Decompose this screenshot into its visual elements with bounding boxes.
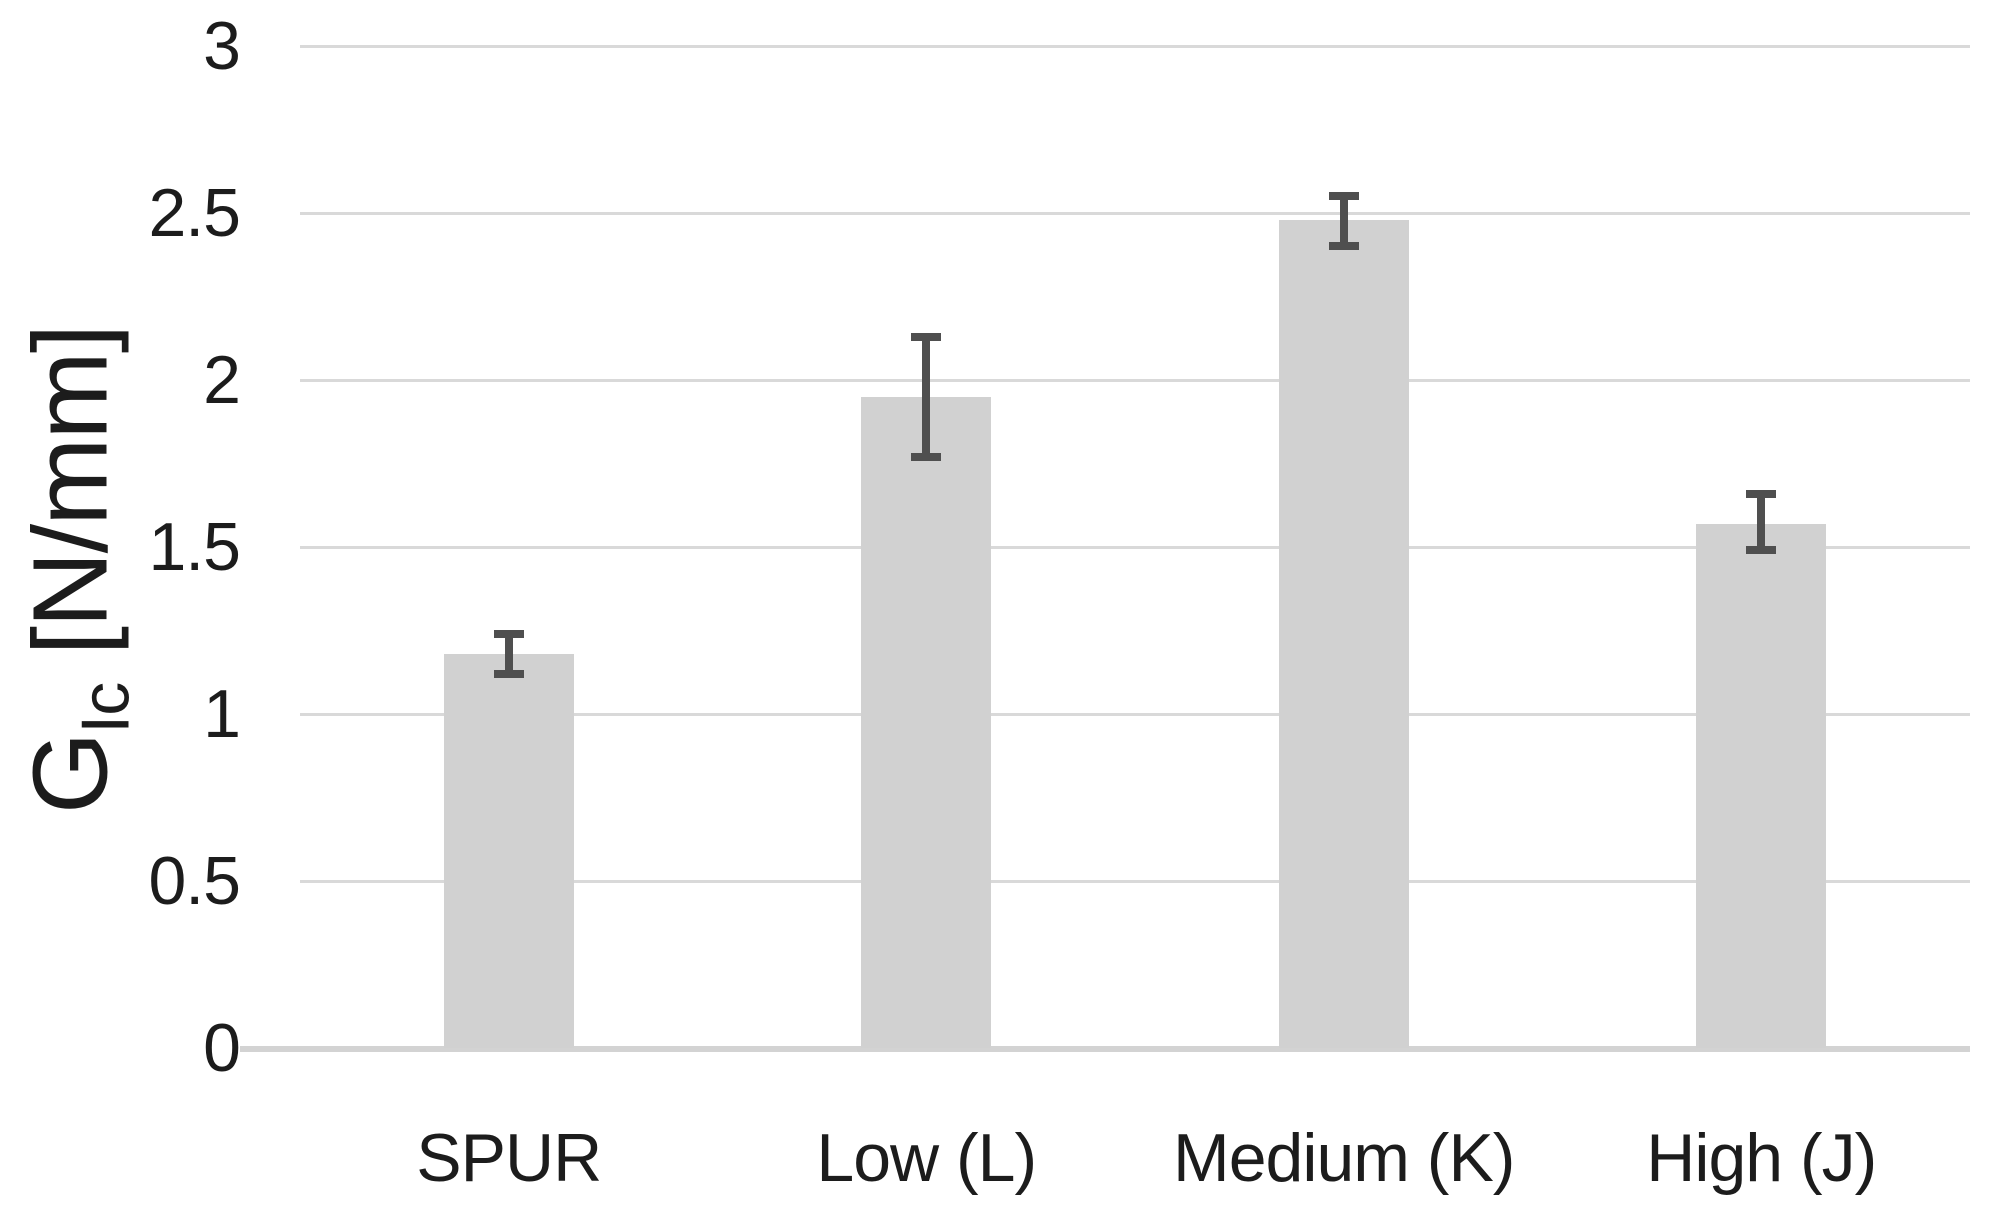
bar: [1278, 219, 1409, 1048]
y-tick-label: 0.5: [148, 843, 241, 919]
x-axis-line: [240, 1046, 1970, 1052]
y-axis-title-units: [N/mm]: [11, 325, 130, 656]
gridline: [300, 45, 1970, 48]
gridline: [300, 379, 1970, 382]
y-axis-title-subscript: Ic: [67, 682, 144, 734]
x-category-label: Medium (K): [1173, 1120, 1515, 1196]
error-bar-cap-bottom: [911, 452, 942, 461]
error-bar-cap-top: [911, 332, 942, 341]
y-axis-title: GIc [N/mm]: [12, 326, 159, 814]
error-bar-line: [1339, 196, 1348, 247]
y-tick-label: 0: [203, 1010, 241, 1086]
gridline: [300, 546, 1970, 549]
error-bar-line: [1757, 493, 1766, 551]
error-bar-cap-bottom: [1328, 242, 1359, 251]
gridline: [300, 713, 1970, 716]
error-bar-line: [922, 336, 931, 457]
gridline: [300, 212, 1970, 215]
error-bar-cap-top: [1746, 489, 1777, 498]
error-bar-cap-bottom: [1746, 546, 1777, 555]
bar: [443, 653, 574, 1048]
error-bar-line: [504, 633, 513, 674]
bar: [861, 396, 992, 1048]
x-category-label: Low (L): [816, 1120, 1037, 1196]
y-tick-label: 2.5: [148, 175, 241, 251]
gridline: [300, 880, 1970, 883]
y-tick-label: 3: [203, 8, 241, 84]
y-tick-label: 1: [203, 676, 241, 752]
y-tick-label: 1.5: [148, 509, 241, 585]
bar: [1696, 523, 1827, 1048]
error-bar-cap-top: [493, 629, 524, 638]
x-category-label: SPUR: [416, 1120, 602, 1196]
x-category-label: High (J): [1646, 1120, 1877, 1196]
y-axis-title-symbol: G: [11, 733, 130, 815]
error-bar-cap-top: [1328, 192, 1359, 201]
error-bar-cap-bottom: [493, 669, 524, 678]
y-tick-label: 2: [203, 342, 241, 418]
